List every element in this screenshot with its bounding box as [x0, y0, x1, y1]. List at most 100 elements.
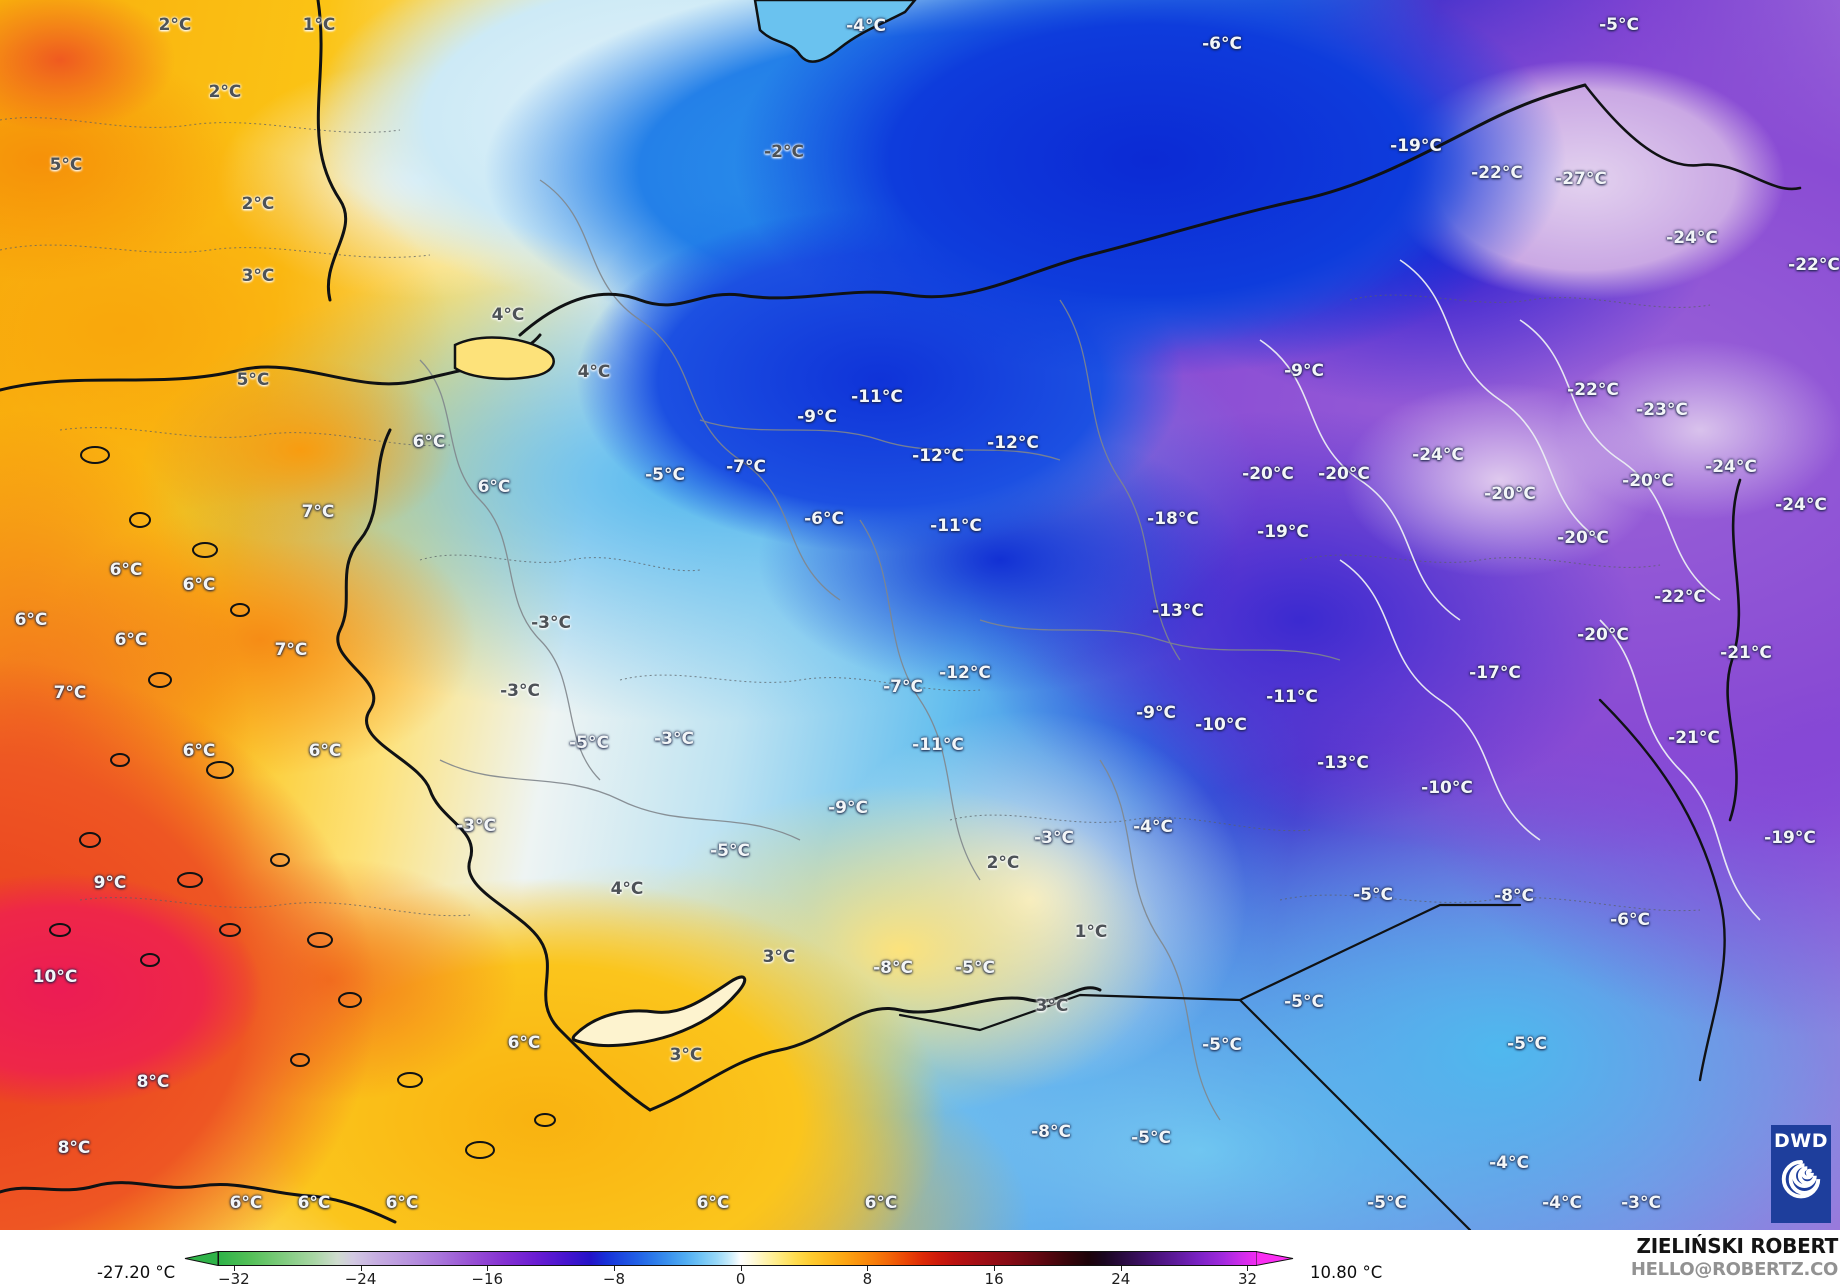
attribution: ZIELIŃSKI ROBERT HELLO@ROBERTZ.CO [1631, 1234, 1838, 1282]
temp-label: -19°C [1764, 828, 1816, 848]
colorbar-strip: -27.20 °C −32 −24 −16 −8 0 8 16 24 32 10.80 °C Z… [0, 1230, 1840, 1287]
temp-label: 6°C [477, 477, 511, 497]
temp-label: -12°C [939, 663, 991, 683]
colorbar-tick [994, 1266, 996, 1271]
colorbar-tick [740, 1266, 742, 1271]
temp-label: 6°C [308, 741, 342, 761]
temp-label: -24°C [1666, 228, 1718, 248]
temp-label: 1°C [1074, 922, 1108, 942]
temp-label: 3°C [762, 947, 796, 967]
temp-label: -10°C [1195, 715, 1247, 735]
temp-label: 2°C [241, 194, 275, 214]
temp-label: -22°C [1788, 255, 1840, 275]
temp-label: -4°C [1133, 817, 1173, 837]
temp-label: -24°C [1705, 457, 1757, 477]
temp-label: -6°C [804, 509, 844, 529]
temp-label: -20°C [1622, 471, 1674, 491]
colorbar-tick [487, 1266, 489, 1271]
temp-label: -6°C [1610, 910, 1650, 930]
colorbar-tick-label: −16 [471, 1270, 504, 1287]
temp-label: -24°C [1775, 495, 1827, 515]
temp-label: -22°C [1654, 587, 1706, 607]
temp-label: 6°C [297, 1193, 331, 1213]
attribution-name: ZIELIŃSKI ROBERT [1636, 1234, 1839, 1258]
temp-label: 6°C [864, 1193, 898, 1213]
dwd-logo: DWD [1771, 1125, 1831, 1223]
temp-label: -20°C [1577, 625, 1629, 645]
temp-label: -3°C [531, 613, 571, 633]
colorbar-tick [1120, 1266, 1122, 1271]
temp-label: -5°C [955, 958, 995, 978]
temp-label: 6°C [182, 741, 216, 761]
temp-label: -20°C [1557, 528, 1609, 548]
temp-label: 8°C [136, 1072, 170, 1092]
marmara-sea [453, 336, 555, 381]
temp-label: 9°C [93, 873, 127, 893]
temp-label: -9°C [1284, 361, 1324, 381]
temp-label: -3°C [1621, 1193, 1661, 1213]
temp-label: -8°C [1494, 886, 1534, 906]
colorbar-tick-label: −24 [344, 1270, 377, 1287]
crimea-peninsula [753, 0, 917, 63]
colorbar-tick [867, 1266, 869, 1271]
aegean-islands [49, 446, 556, 1159]
temp-label: 2°C [208, 82, 242, 102]
temp-label: -4°C [1489, 1153, 1529, 1173]
temp-label: -19°C [1390, 136, 1442, 156]
temp-label: 3°C [241, 266, 275, 286]
temp-label: 2°C [986, 853, 1020, 873]
temp-label: 4°C [577, 362, 611, 382]
province-borders [419, 179, 1341, 1121]
temp-label: -19°C [1257, 522, 1309, 542]
temp-label: -22°C [1471, 163, 1523, 183]
temp-label: -20°C [1318, 464, 1370, 484]
colorbar-tick-label: −8 [602, 1270, 626, 1287]
temp-label: -3°C [654, 729, 694, 749]
temp-label: -5°C [1284, 992, 1324, 1012]
temp-label: 10°C [32, 967, 78, 987]
temp-label: -9°C [797, 407, 837, 427]
temp-label: 6°C [229, 1193, 263, 1213]
temp-label: 6°C [385, 1193, 419, 1213]
colorbar-tick [360, 1266, 362, 1271]
colorbar-tick-label: 32 [1237, 1270, 1258, 1287]
colorbar-max-label: 10.80 °C [1310, 1263, 1383, 1282]
temp-label: -4°C [846, 16, 886, 36]
temp-label: -8°C [1031, 1122, 1071, 1142]
temp-label: -11°C [851, 387, 903, 407]
temp-label: -4°C [1542, 1193, 1582, 1213]
temp-label: -5°C [1599, 15, 1639, 35]
temp-label: 6°C [412, 432, 446, 452]
cyclone-spiral-icon [1781, 1159, 1821, 1199]
temp-label: 3°C [1035, 996, 1069, 1016]
temp-label: 1°C [302, 15, 336, 35]
temp-label: -20°C [1484, 484, 1536, 504]
temp-label: 6°C [696, 1193, 730, 1213]
temp-label: -7°C [726, 457, 766, 477]
temp-label: 2°C [158, 15, 192, 35]
temp-label: -6°C [1202, 34, 1242, 54]
temp-label: 6°C [507, 1033, 541, 1053]
temp-label: -5°C [1367, 1193, 1407, 1213]
temp-label: -12°C [912, 446, 964, 466]
temp-label: -3°C [1034, 828, 1074, 848]
temp-label: 6°C [14, 610, 48, 630]
temp-label: 6°C [182, 575, 216, 595]
temp-label: -5°C [1131, 1128, 1171, 1148]
temp-label: 4°C [610, 879, 644, 899]
temp-label: -24°C [1412, 445, 1464, 465]
colorbar-left-arrow [184, 1251, 218, 1266]
colorbar-tick-label: 16 [984, 1270, 1004, 1287]
temp-label: 3°C [669, 1045, 703, 1065]
temp-label: -10°C [1421, 778, 1473, 798]
temp-label: -21°C [1668, 728, 1720, 748]
contour-lines [0, 117, 1711, 917]
temp-label: -3°C [456, 816, 496, 836]
temp-label: 5°C [49, 155, 83, 175]
attribution-email: HELLO@ROBERTZ.CO [1630, 1259, 1838, 1280]
temp-label: -11°C [1266, 687, 1318, 707]
temperature-map: 2°C 1°C 2°C 5°C 2°C 3°C 5°C 4°C 4°C -4°C -2°C -6°C -… [0, 0, 1840, 1230]
temp-label: -8°C [873, 958, 913, 978]
coastlines-and-borders [0, 0, 1802, 1230]
